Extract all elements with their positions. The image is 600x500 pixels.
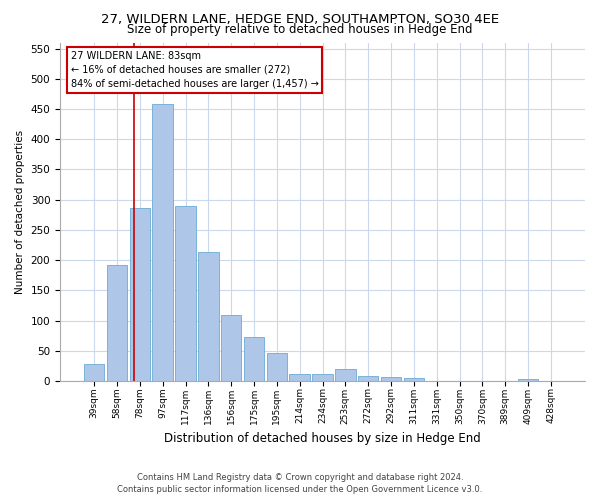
- Bar: [289, 374, 310, 381]
- Bar: [84, 364, 104, 381]
- Bar: [152, 104, 173, 381]
- X-axis label: Distribution of detached houses by size in Hedge End: Distribution of detached houses by size …: [164, 432, 481, 445]
- Y-axis label: Number of detached properties: Number of detached properties: [15, 130, 25, 294]
- Bar: [404, 378, 424, 381]
- Text: 27 WILDERN LANE: 83sqm
← 16% of detached houses are smaller (272)
84% of semi-de: 27 WILDERN LANE: 83sqm ← 16% of detached…: [71, 51, 319, 89]
- Bar: [198, 252, 218, 381]
- Bar: [358, 376, 379, 381]
- Bar: [130, 208, 150, 381]
- Text: 27, WILDERN LANE, HEDGE END, SOUTHAMPTON, SO30 4EE: 27, WILDERN LANE, HEDGE END, SOUTHAMPTON…: [101, 12, 499, 26]
- Bar: [312, 374, 333, 381]
- Bar: [107, 265, 127, 381]
- Bar: [381, 378, 401, 381]
- Bar: [244, 337, 264, 381]
- Bar: [221, 315, 241, 381]
- Bar: [175, 206, 196, 381]
- Text: Size of property relative to detached houses in Hedge End: Size of property relative to detached ho…: [127, 22, 473, 36]
- Bar: [266, 353, 287, 381]
- Text: Contains HM Land Registry data © Crown copyright and database right 2024.
Contai: Contains HM Land Registry data © Crown c…: [118, 472, 482, 494]
- Bar: [335, 369, 356, 381]
- Bar: [518, 378, 538, 381]
